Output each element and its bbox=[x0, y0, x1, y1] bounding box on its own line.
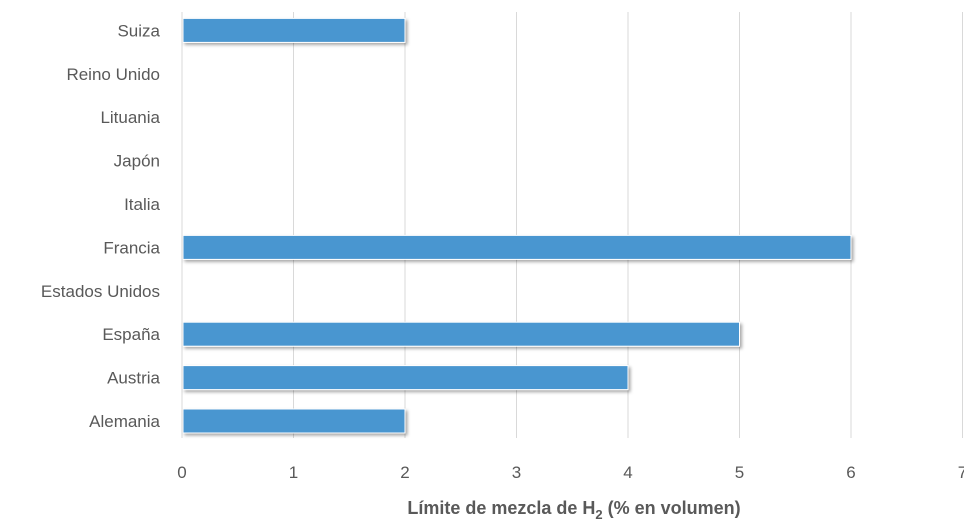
category-label: Reino Unido bbox=[66, 65, 160, 84]
x-tick-label: 1 bbox=[289, 463, 298, 482]
x-tick-label: 7 bbox=[958, 463, 964, 482]
x-axis-title-suffix: (% en volumen) bbox=[603, 498, 741, 518]
bar-francia bbox=[182, 234, 852, 260]
x-axis-title-main: Límite de mezcla de H bbox=[407, 498, 595, 518]
bar-suiza bbox=[182, 17, 406, 43]
category-label: Italia bbox=[124, 195, 160, 214]
category-label: Francia bbox=[103, 238, 160, 257]
x-tick-label: 2 bbox=[400, 463, 409, 482]
category-label: España bbox=[102, 325, 160, 344]
category-labels: Alemania Austria España Estados Unidos Franc… bbox=[41, 21, 161, 431]
bar-alemania bbox=[182, 408, 406, 434]
x-axis-title-subscript: 2 bbox=[595, 507, 602, 522]
x-tick-label: 0 bbox=[177, 463, 186, 482]
x-tick-labels: 0 1 2 3 4 5 6 7 bbox=[177, 463, 964, 482]
category-label: Estados Unidos bbox=[41, 282, 160, 301]
bar-austria bbox=[182, 365, 629, 391]
category-label: Suiza bbox=[117, 21, 160, 40]
x-tick-label: 5 bbox=[735, 463, 744, 482]
category-label: Austria bbox=[107, 369, 160, 388]
bar-españa bbox=[182, 321, 740, 347]
gridlines bbox=[181, 12, 963, 438]
x-tick-label: 3 bbox=[512, 463, 521, 482]
category-label: Alemania bbox=[89, 412, 160, 431]
x-tick-label: 4 bbox=[623, 463, 632, 482]
bars bbox=[182, 17, 852, 434]
x-axis-title: Límite de mezcla de H2 (% en volumen) bbox=[407, 498, 740, 522]
x-tick-label: 6 bbox=[846, 463, 855, 482]
category-label: Japón bbox=[114, 152, 160, 171]
category-label: Lituania bbox=[100, 108, 160, 127]
